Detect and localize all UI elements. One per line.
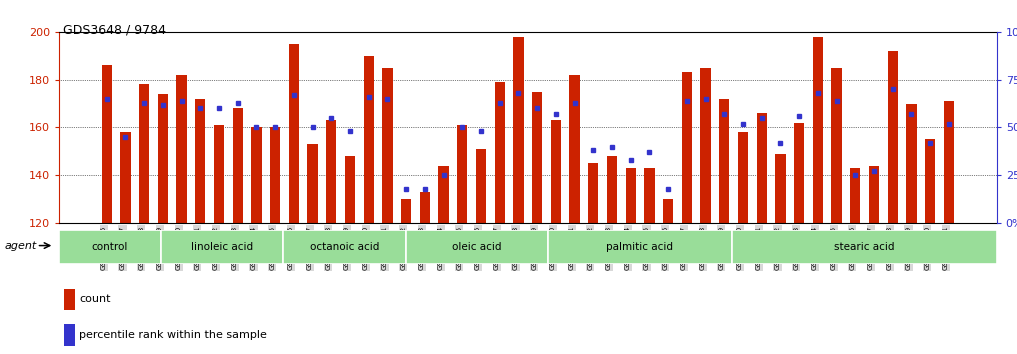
Bar bbox=[458, 125, 468, 223]
Bar bbox=[548, 230, 731, 264]
Bar bbox=[645, 168, 655, 223]
Bar bbox=[607, 156, 617, 223]
Bar bbox=[345, 156, 355, 223]
Bar bbox=[813, 37, 823, 223]
Bar bbox=[406, 230, 548, 264]
Bar bbox=[401, 199, 411, 223]
Bar bbox=[888, 51, 898, 223]
Bar bbox=[794, 123, 804, 223]
Bar bbox=[283, 230, 406, 264]
Bar bbox=[944, 101, 954, 223]
Bar bbox=[326, 120, 337, 223]
Text: oleic acid: oleic acid bbox=[453, 242, 501, 252]
Text: GDS3648 / 9784: GDS3648 / 9784 bbox=[63, 23, 166, 36]
Bar bbox=[59, 230, 161, 264]
Bar bbox=[731, 230, 997, 264]
Bar bbox=[588, 163, 598, 223]
Bar bbox=[551, 120, 561, 223]
Bar bbox=[161, 230, 283, 264]
Bar bbox=[102, 65, 112, 223]
Bar bbox=[476, 149, 486, 223]
Bar bbox=[514, 37, 524, 223]
Bar bbox=[757, 113, 767, 223]
Bar bbox=[850, 168, 860, 223]
Text: palmitic acid: palmitic acid bbox=[606, 242, 673, 252]
Bar bbox=[120, 132, 130, 223]
Bar bbox=[64, 324, 75, 346]
Text: control: control bbox=[92, 242, 128, 252]
Bar bbox=[663, 199, 673, 223]
Bar bbox=[364, 56, 374, 223]
Bar bbox=[158, 94, 168, 223]
Bar bbox=[701, 68, 711, 223]
Text: percentile rank within the sample: percentile rank within the sample bbox=[79, 330, 267, 340]
Bar bbox=[906, 104, 916, 223]
Bar bbox=[139, 84, 149, 223]
Bar bbox=[719, 99, 729, 223]
Bar bbox=[251, 127, 261, 223]
Text: stearic acid: stearic acid bbox=[834, 242, 894, 252]
Bar bbox=[214, 125, 224, 223]
Bar bbox=[382, 68, 393, 223]
Bar bbox=[177, 75, 187, 223]
Bar bbox=[869, 166, 879, 223]
Bar bbox=[738, 132, 749, 223]
Text: agent: agent bbox=[5, 241, 37, 251]
Bar bbox=[195, 99, 205, 223]
Bar bbox=[271, 127, 281, 223]
Bar bbox=[233, 108, 243, 223]
Text: linoleic acid: linoleic acid bbox=[191, 242, 253, 252]
Bar bbox=[532, 92, 542, 223]
Bar bbox=[420, 192, 430, 223]
Bar bbox=[570, 75, 580, 223]
Text: count: count bbox=[79, 295, 111, 304]
Bar bbox=[681, 73, 692, 223]
Bar bbox=[625, 168, 636, 223]
Bar bbox=[775, 154, 785, 223]
Bar bbox=[438, 166, 448, 223]
Bar bbox=[832, 68, 842, 223]
Bar bbox=[925, 139, 936, 223]
Text: octanoic acid: octanoic acid bbox=[310, 242, 379, 252]
Bar bbox=[64, 289, 75, 310]
Bar bbox=[289, 44, 299, 223]
Bar bbox=[307, 144, 317, 223]
Bar bbox=[494, 82, 504, 223]
